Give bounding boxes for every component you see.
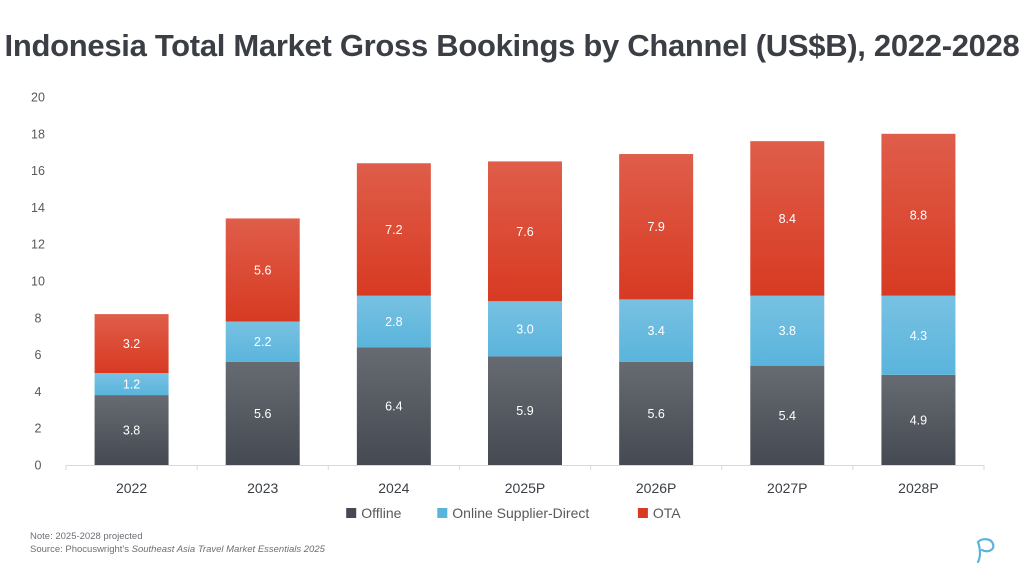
data-label: 6.4 <box>385 400 402 414</box>
data-label: 5.9 <box>516 404 533 418</box>
bar-0-6 <box>881 374 956 465</box>
y-tick-label: 14 <box>31 201 45 215</box>
data-label: 5.4 <box>779 409 796 423</box>
x-tick-label: 2027P <box>767 480 807 496</box>
x-tick-label: 2026P <box>636 480 676 496</box>
source-note: Source: Phocuswright's Southeast Asia Tr… <box>30 543 325 556</box>
data-label: 2.2 <box>254 335 271 349</box>
x-tick-label: 2023 <box>247 480 278 496</box>
y-tick-label: 12 <box>31 238 45 252</box>
y-tick-label: 2 <box>35 422 42 436</box>
phocuswright-logo-icon <box>976 538 995 564</box>
bar-1-6 <box>881 295 956 375</box>
data-label: 5.6 <box>254 407 271 421</box>
bar-1-3 <box>488 301 562 357</box>
bar-2-1 <box>225 218 300 322</box>
source-title: Southeast Asia Travel Market Essentials … <box>131 544 325 555</box>
bar-2-2 <box>356 163 431 296</box>
bar-2-5 <box>750 141 825 296</box>
data-label: 2.8 <box>385 315 402 329</box>
data-label: 5.6 <box>647 407 664 421</box>
x-tick-label: 2024 <box>378 480 409 496</box>
footnotes: Note: 2025-2028 projected Source: Phocus… <box>30 530 325 556</box>
legend-swatch <box>346 508 357 518</box>
y-tick-label: 6 <box>35 348 42 362</box>
y-tick-label: 20 <box>31 91 45 105</box>
data-label: 3.2 <box>123 337 140 351</box>
x-tick-label: 2025P <box>505 480 545 496</box>
bar-0-5 <box>750 365 825 465</box>
data-label: 3.4 <box>647 324 664 338</box>
bar-1-5 <box>750 295 825 366</box>
data-label: 8.8 <box>910 208 927 222</box>
x-tick-label: 2022 <box>116 480 147 496</box>
data-label: 8.4 <box>779 212 796 226</box>
y-tick-label: 4 <box>35 385 42 399</box>
bar-1-0 <box>94 373 169 396</box>
bar-1-1 <box>225 321 300 362</box>
bar-2-4 <box>619 154 694 300</box>
bar-2-3 <box>488 161 562 302</box>
x-tick-label: 2028P <box>898 480 938 496</box>
data-label: 3.0 <box>516 322 533 336</box>
chart-title: Indonesia Total Market Gross Bookings by… <box>4 28 1020 63</box>
bar-2-6 <box>881 133 956 296</box>
y-tick-label: 10 <box>31 275 45 289</box>
source-prefix: Source: Phocuswright's <box>30 544 132 555</box>
bar-0-4 <box>619 361 694 465</box>
legend-label: Online Supplier-Direct <box>452 505 589 521</box>
bar-0-1 <box>225 361 300 465</box>
legend-swatch <box>637 508 648 518</box>
bar-1-4 <box>619 299 694 362</box>
data-label: 3.8 <box>123 424 140 438</box>
bar-2-0 <box>94 314 169 373</box>
bar-0-2 <box>356 347 431 465</box>
data-label: 4.9 <box>910 413 927 427</box>
y-tick-label: 0 <box>35 459 42 473</box>
data-label: 5.6 <box>254 263 271 277</box>
data-label: 7.6 <box>516 225 533 239</box>
y-tick-label: 18 <box>31 127 45 141</box>
legend-swatch <box>437 508 448 518</box>
y-tick-label: 16 <box>31 164 45 178</box>
y-tick-label: 8 <box>35 311 42 325</box>
legend-label: Offline <box>361 505 401 521</box>
bar-1-2 <box>356 295 431 348</box>
data-label: 1.2 <box>123 378 140 392</box>
bar-0-3 <box>488 356 562 465</box>
bar-0-0 <box>94 395 169 465</box>
data-label: 7.2 <box>385 223 402 237</box>
data-label: 4.3 <box>910 329 927 343</box>
projection-note: Note: 2025-2028 projected <box>30 531 143 542</box>
data-label: 3.8 <box>779 324 796 338</box>
data-label: 7.9 <box>647 220 664 234</box>
legend-label: OTA <box>653 505 681 521</box>
